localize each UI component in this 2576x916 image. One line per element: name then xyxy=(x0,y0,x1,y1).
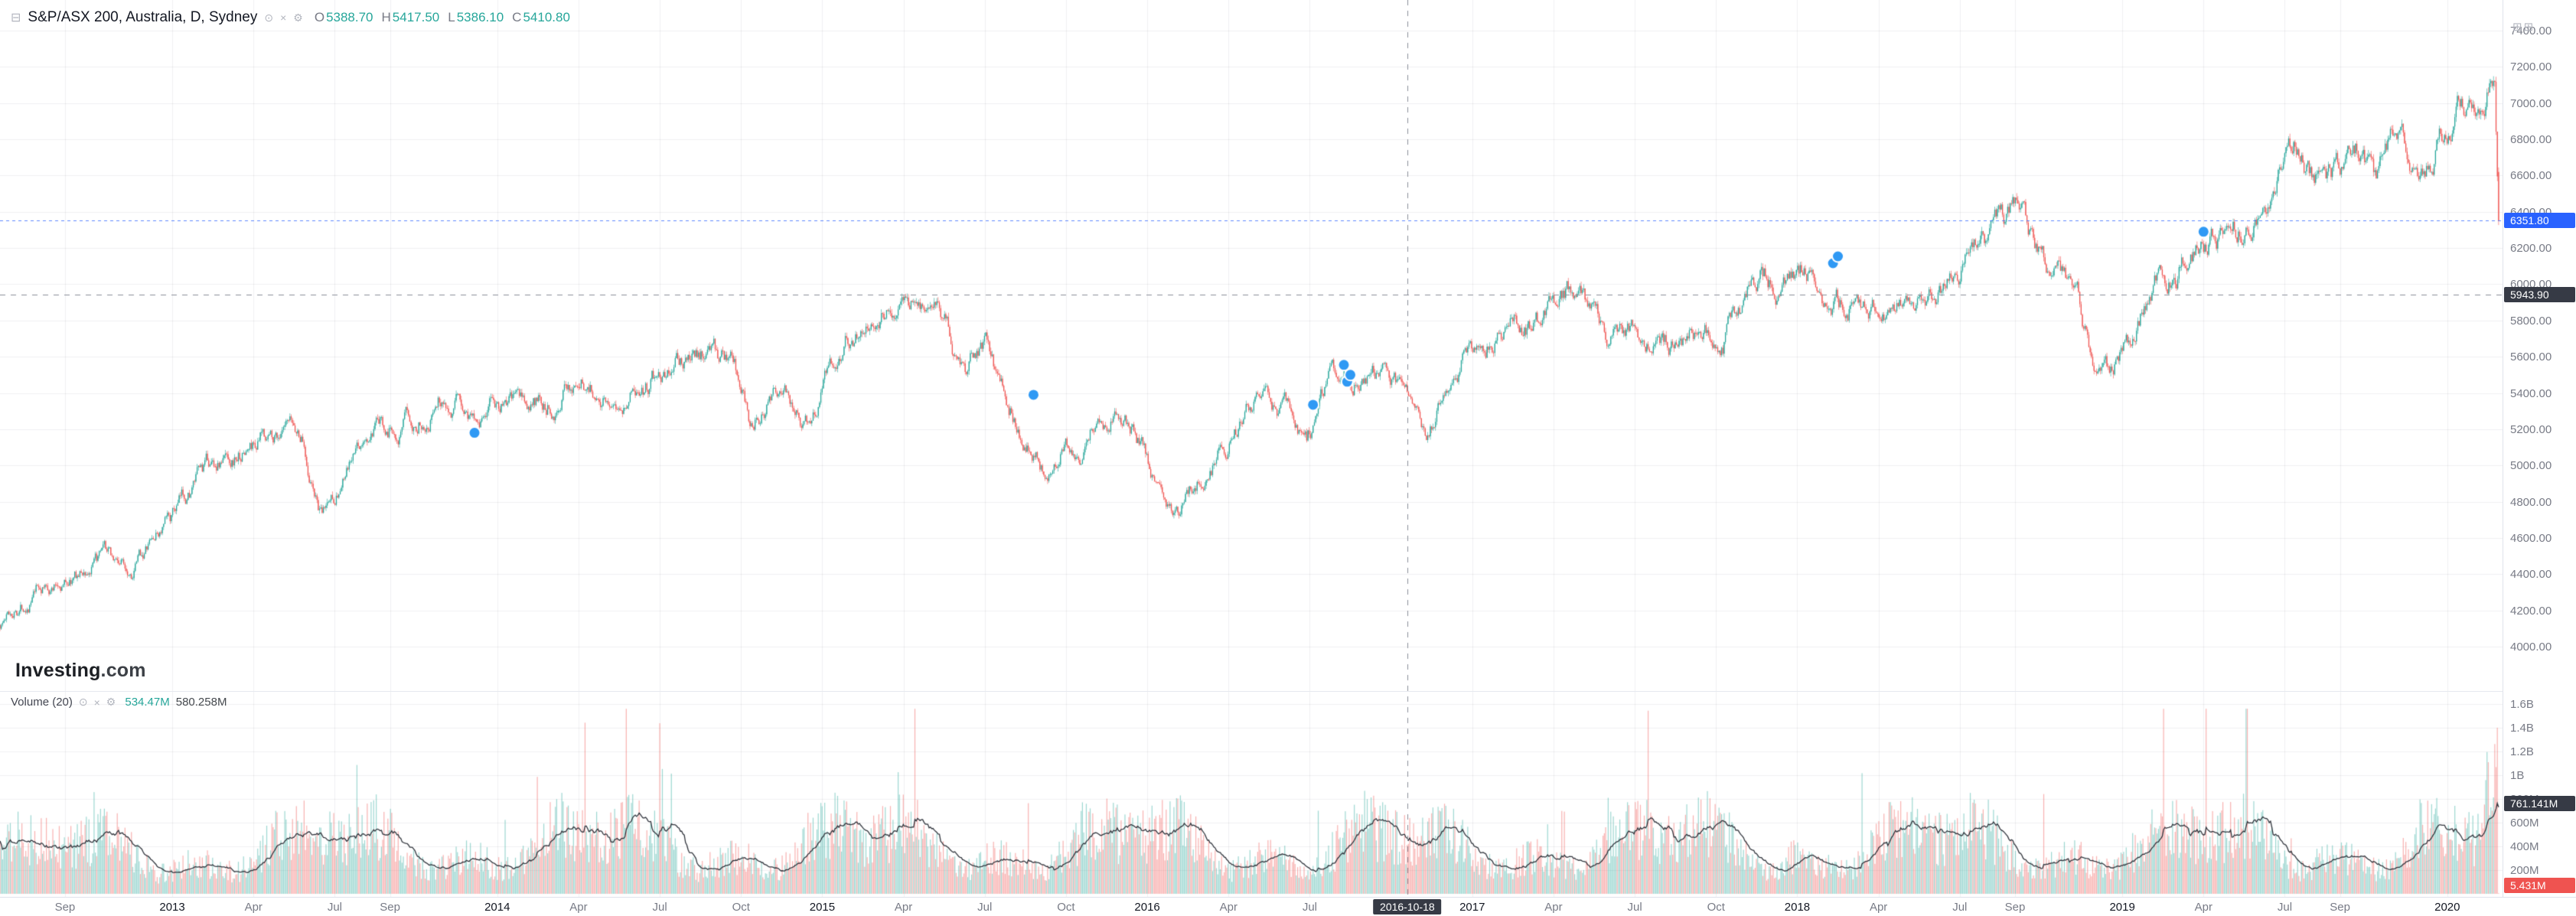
crosshair-date-badge: 2016-10-18 xyxy=(1373,899,1442,914)
time-tick-year-label: 2018 xyxy=(1784,901,1811,914)
close-icon[interactable]: × xyxy=(280,11,287,24)
pane-divider[interactable] xyxy=(0,691,2503,692)
time-tick-year-label: 2019 xyxy=(2109,901,2135,914)
price-tick-label: 4600.00 xyxy=(2510,531,2552,545)
time-scale[interactable]: Sep 2013 Apr Jul Sep 2014 Apr Jul Oct 2015 Apr Jul O… xyxy=(0,897,2576,916)
time-tick-year-label: 2013 xyxy=(159,901,185,914)
volume-ma-badge: 761.141M xyxy=(2504,796,2575,812)
time-tick-month-label: Jul xyxy=(1952,901,1968,914)
volume-value: 534.47M xyxy=(125,696,170,709)
layout-icon[interactable]: ⊟ xyxy=(11,11,21,24)
time-tick-month-label: Jul xyxy=(652,901,667,914)
price-tick-label: 4000.00 xyxy=(2510,641,2552,654)
open-value: 5388.70 xyxy=(326,10,373,24)
volume-last-badge: 5.431M xyxy=(2504,878,2575,893)
time-tick-month-label: Oct xyxy=(1057,901,1075,914)
high-value: 5417.50 xyxy=(392,10,440,24)
price-tick-label: 4800.00 xyxy=(2510,495,2552,509)
symbol-title[interactable]: S&P/ASX 200, Australia, D, Sydney xyxy=(28,9,258,25)
open-label: O xyxy=(314,10,325,24)
time-tick-month-label: Jul xyxy=(327,901,342,914)
time-tick-year-label: 2014 xyxy=(484,901,510,914)
volume-legend: Volume (20) ⊙ × ⚙ 534.47M 580.258M xyxy=(11,696,227,709)
price-tick-label: 6600.00 xyxy=(2510,169,2552,183)
volume-ma-value: 580.258M xyxy=(175,696,227,709)
price-tick-label: 6200.00 xyxy=(2510,242,2552,256)
volume-tick-label: 200M xyxy=(2510,864,2539,877)
time-tick-month-label: Apr xyxy=(1544,901,1563,914)
volume-tick-label: 1.4B xyxy=(2510,722,2534,735)
time-tick-month-label: Apr xyxy=(1869,901,1888,914)
time-tick-month-label: Jul xyxy=(977,901,993,914)
price-tick-label: 4400.00 xyxy=(2510,568,2552,582)
time-tick-month-label: Sep xyxy=(54,901,76,914)
low-value: 5386.10 xyxy=(456,10,504,24)
time-tick-month-label: Apr xyxy=(1219,901,1237,914)
time-tick-month-label: Oct xyxy=(732,901,750,914)
gear-icon[interactable]: ⚙ xyxy=(293,11,303,24)
time-tick-month-label: Apr xyxy=(2194,901,2212,914)
price-scale[interactable]: 7400.007200.007000.006800.006600.006400.… xyxy=(2503,0,2576,916)
price-tick-label: 4200.00 xyxy=(2510,604,2552,618)
time-tick-month-label: Jul xyxy=(1302,901,1318,914)
high-label: H xyxy=(381,10,391,24)
price-tick-label: 5600.00 xyxy=(2510,350,2552,364)
price-tick-label: 5800.00 xyxy=(2510,314,2552,328)
low-label: L xyxy=(448,10,455,24)
investing-logo-suffix: .com xyxy=(100,660,146,681)
crosshair-price-badge: 5943.90 xyxy=(2504,286,2575,302)
time-tick-month-label: Apr xyxy=(244,901,262,914)
eye-icon[interactable]: ⊙ xyxy=(264,11,274,24)
volume-tick-label: 1.2B xyxy=(2510,745,2534,758)
price-tick-label: 7400.00 xyxy=(2510,24,2552,37)
price-tick-label: 5400.00 xyxy=(2510,386,2552,400)
investing-logo[interactable]: Investing.com xyxy=(15,660,146,682)
price-tick-label: 6800.00 xyxy=(2510,133,2552,147)
close-icon[interactable]: × xyxy=(93,696,100,709)
price-tick-label: 7000.00 xyxy=(2510,96,2552,110)
volume-tick-label: 400M xyxy=(2510,840,2539,853)
symbol-legend: ⊟ S&P/ASX 200, Australia, D, Sydney ⊙ × … xyxy=(11,9,577,26)
ohlc-readout: O 5388.70 H 5417.50 L 5386.10 C 5410.80 xyxy=(315,10,577,25)
price-tick-label: 5200.00 xyxy=(2510,422,2552,436)
volume-tick-label: 1B xyxy=(2510,769,2525,782)
time-tick-month-label: Sep xyxy=(2004,901,2026,914)
time-tick-year-label: 2016 xyxy=(1134,901,1160,914)
time-tick-month-label: Apr xyxy=(569,901,588,914)
price-tick-label: 7200.00 xyxy=(2510,60,2552,74)
volume-tick-label: 600M xyxy=(2510,817,2539,830)
time-tick-month-label: Sep xyxy=(2330,901,2351,914)
time-tick-year-label: 2017 xyxy=(1459,901,1485,914)
volume-tick-label: 1.6B xyxy=(2510,698,2534,711)
eye-icon[interactable]: ⊙ xyxy=(78,696,88,708)
pane-grid-icons[interactable]: ⊞⊞ xyxy=(2512,21,2535,34)
close-value: 5410.80 xyxy=(523,10,570,24)
time-tick-month-label: Jul xyxy=(1627,901,1642,914)
close-label: C xyxy=(512,10,522,24)
volume-indicator-title[interactable]: Volume (20) xyxy=(11,696,73,709)
time-tick-month-label: Jul xyxy=(2277,901,2293,914)
time-tick-month-label: Apr xyxy=(894,901,913,914)
time-tick-year-label: 2015 xyxy=(809,901,836,914)
price-tick-label: 5000.00 xyxy=(2510,459,2552,473)
gear-icon[interactable]: ⚙ xyxy=(106,696,116,708)
time-tick-year-label: 2020 xyxy=(2434,901,2460,914)
time-tick-month-label: Oct xyxy=(1707,901,1725,914)
time-tick-month-label: Sep xyxy=(380,901,400,914)
last-price-badge: 6351.80 xyxy=(2504,213,2575,229)
investing-logo-brand: Investing xyxy=(15,660,101,681)
